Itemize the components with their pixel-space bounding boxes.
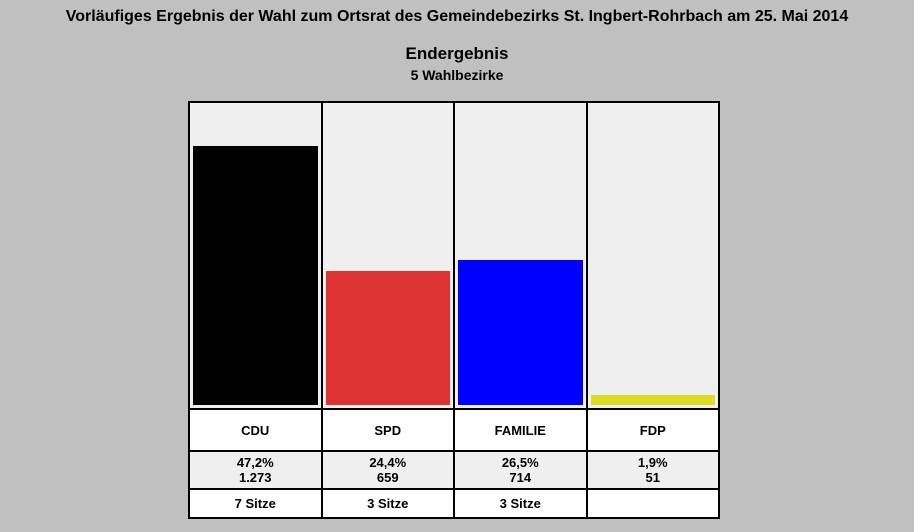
bar-cdu [193, 145, 318, 405]
bar-column-spd [322, 103, 453, 408]
seats-label-spd: 3 Sitze [322, 490, 453, 517]
seats-label-cdu: 7 Sitze [190, 490, 321, 517]
votes-label-familie: 714 [509, 470, 532, 485]
percent-label-familie: 26,5% [501, 455, 539, 470]
votes-label-fdp: 51 [645, 470, 660, 485]
party-label-cdu: CDU [190, 410, 321, 450]
result-cell-cdu: 47,2% 1.273 [190, 452, 321, 488]
party-label-spd: SPD [322, 410, 453, 450]
percent-label-fdp: 1,9% [637, 455, 668, 470]
seats-label-familie: 3 Sitze [455, 490, 586, 517]
percent-label-cdu: 47,2% [236, 455, 274, 470]
result-cell-fdp: 1,9% 51 [587, 452, 718, 488]
district-count: 5 Wahlbezirke [410, 67, 504, 83]
bar-familie [458, 259, 583, 405]
bar-column-familie [455, 103, 586, 408]
party-label-familie: FAMILIE [455, 410, 586, 450]
result-cell-spd: 24,4% 659 [322, 452, 453, 488]
bar-column-cdu [190, 103, 321, 408]
result-status: Endergebnis [405, 44, 509, 63]
votes-label-cdu: 1.273 [238, 470, 272, 485]
bar-fdp [590, 394, 715, 405]
election-results-chart: CDU 47,2% 1.273 7 Sitze SPD 24,4% 659 3 Sitze FA… [188, 101, 720, 519]
seats-label-fdp [587, 490, 718, 517]
votes-label-spd: 659 [376, 470, 399, 485]
result-cell-familie: 26,5% 714 [455, 452, 586, 488]
percent-label-spd: 24,4% [369, 455, 407, 470]
page-title: Vorläufiges Ergebnis der Wahl zum Ortsra… [65, 8, 849, 25]
party-label-fdp: FDP [587, 410, 718, 450]
bar-column-fdp [587, 103, 718, 408]
bar-spd [325, 271, 450, 405]
